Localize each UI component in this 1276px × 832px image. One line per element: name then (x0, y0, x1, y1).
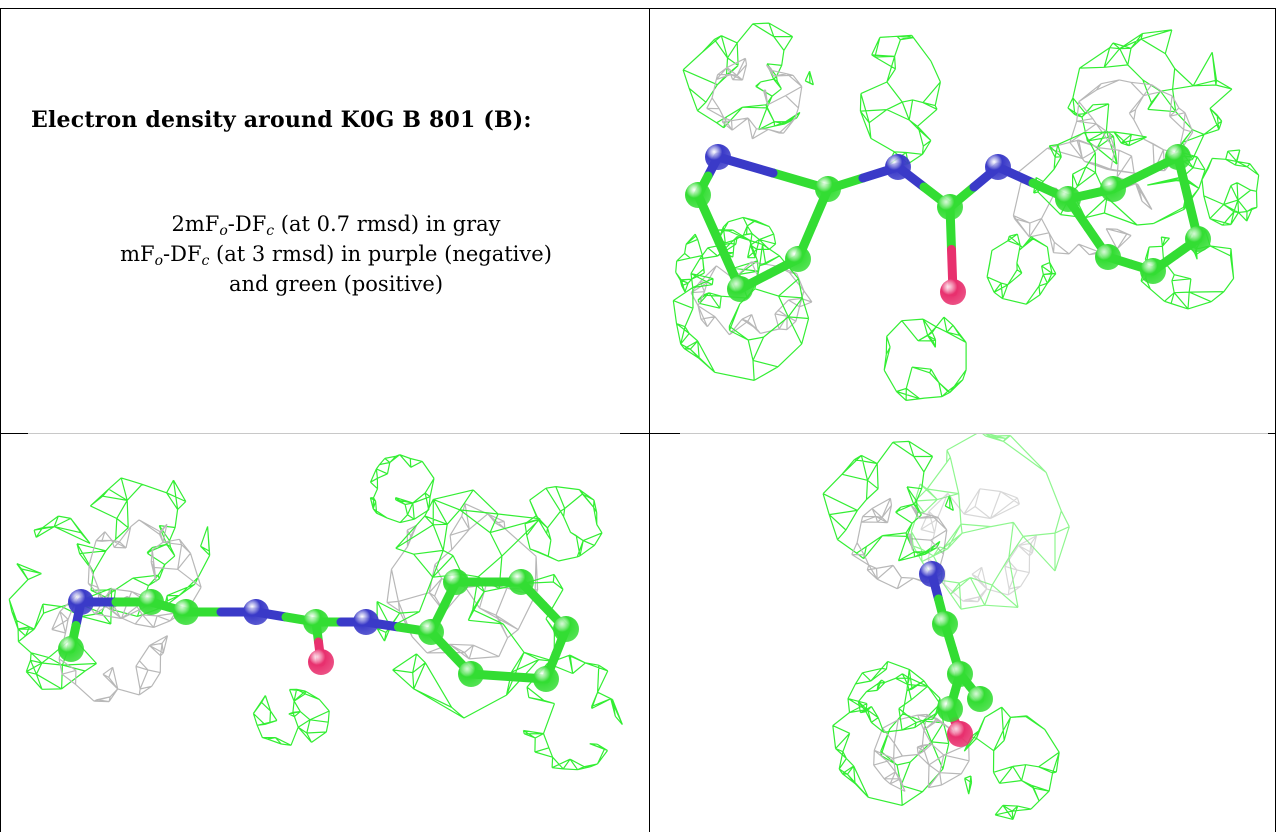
atom-sphere (985, 154, 1011, 180)
atom-sphere (533, 666, 559, 692)
green-density-mesh (522, 654, 623, 771)
atom-sphere (940, 279, 966, 305)
divider-tick-mid-right (650, 433, 680, 434)
caption-subscript: o (219, 223, 228, 239)
atom-sphere (303, 609, 329, 635)
atom-sphere (919, 561, 945, 587)
atom-sphere (508, 569, 534, 595)
molecule-mesh-icon (822, 434, 1070, 820)
green-density-mesh (1067, 29, 1233, 166)
caption-subscript: c (266, 223, 275, 239)
atom-sphere (932, 611, 958, 637)
caption-subscript: c (201, 253, 210, 269)
green-density-mesh (369, 454, 435, 524)
gray-density-mesh (706, 57, 803, 140)
green-density-mesh (252, 688, 330, 746)
gray-density-mesh (873, 713, 970, 792)
molecule-mesh-icon (672, 22, 1260, 401)
atom-sphere (1165, 144, 1191, 170)
atom-sphere (815, 176, 841, 202)
atom-sphere (308, 649, 334, 675)
atom-sphere (1140, 258, 1166, 284)
caption-text: (at 3 rmsd) in purple (negative) (209, 242, 552, 266)
atom-sphere (967, 686, 993, 712)
figure-title: Electron density around K0G B 801 (B): (31, 107, 532, 133)
divider-tick-mid-left (620, 433, 650, 434)
caption-line-2: mFo-DFc (at 3 rmsd) in purple (negative) (31, 239, 641, 269)
atom-sphere (727, 276, 753, 302)
table-border-left (0, 8, 1, 832)
atom-sphere (1185, 226, 1211, 252)
caption-line-3: and green (positive) (228, 272, 444, 296)
green-density-mesh (963, 706, 1060, 820)
figure-caption: 2mFo-DFc (at 0.7 rmsd) in gray mFo-DFc (… (31, 209, 641, 299)
atom-sphere (1100, 176, 1126, 202)
green-density-mesh (524, 486, 603, 562)
atom-sphere (353, 609, 379, 635)
atom-sphere (685, 182, 711, 208)
atom-sphere (243, 599, 269, 625)
density-view-top-right (650, 9, 1275, 433)
atom-sphere (885, 154, 911, 180)
atom-sphere (1055, 186, 1081, 212)
atom-sphere (947, 721, 973, 747)
atom-sphere (138, 589, 164, 615)
atom-sphere (173, 599, 199, 625)
atom-sphere (937, 696, 963, 722)
atom-sphere (443, 569, 469, 595)
green-density-mesh (986, 233, 1057, 305)
caption-text: (at 0.7 rmsd) in gray (274, 212, 501, 236)
atom-sphere (705, 144, 731, 170)
green-density-mesh (857, 673, 943, 733)
atom-sphere (553, 616, 579, 642)
atom-sphere (458, 661, 484, 687)
atom-sphere (947, 661, 973, 687)
green-density-mesh (883, 316, 967, 401)
green-density-mesh (859, 34, 941, 167)
molecule-mesh-icon (8, 454, 623, 771)
caption-text: -DF (227, 212, 267, 236)
density-view-bottom-right (650, 434, 1275, 832)
description-cell: Electron density around K0G B 801 (B): 2… (1, 9, 649, 433)
atom-sphere (58, 636, 84, 662)
atom-sphere (937, 194, 963, 220)
green-density-mesh (1033, 131, 1206, 226)
caption-text: mF (120, 242, 155, 266)
density-view-bottom-left (1, 434, 649, 832)
table-border-top (0, 8, 1276, 9)
atom-sphere (68, 589, 94, 615)
green-density-mesh (376, 489, 564, 719)
atom-sphere (1095, 244, 1121, 270)
caption-line-1: 2mFo-DFc (at 0.7 rmsd) in gray (31, 209, 641, 239)
table-border-middle (649, 8, 650, 832)
atom-sphere (785, 246, 811, 272)
caption-text: -DF (163, 242, 202, 266)
green-density-mesh (682, 22, 814, 131)
divider-tick-left (0, 433, 28, 434)
divider-tick-right (1268, 433, 1276, 434)
caption-text: 2mF (171, 212, 220, 236)
atom-sphere (418, 619, 444, 645)
green-density-mesh (1201, 149, 1260, 226)
caption-subscript: o (154, 253, 164, 269)
